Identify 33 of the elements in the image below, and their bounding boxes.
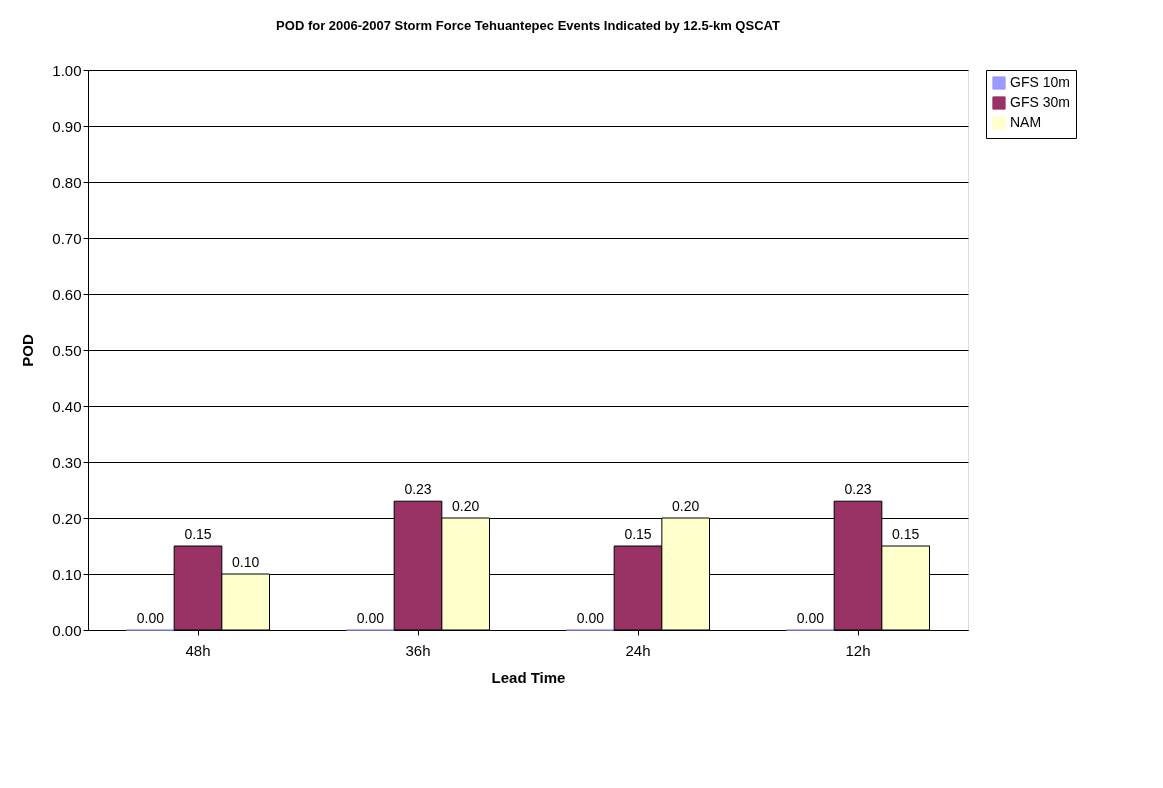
- y-tick-label: 0.10: [52, 565, 82, 583]
- y-tick-label: 0.00: [52, 621, 82, 639]
- data-label: 0.20: [672, 498, 700, 514]
- y-tick-label: 0.60: [52, 285, 82, 303]
- data-label: 0.23: [844, 481, 872, 498]
- chart-title: POD for 2006-2007 Storm Force Tehuantepec Events Indicated by 12.5-km QSCAT: [276, 18, 780, 33]
- data-label: 0.15: [184, 526, 212, 542]
- y-axis-title: POD: [19, 334, 37, 367]
- y-tick-label: 0.90: [52, 117, 82, 135]
- legend-label: GFS 10m: [1010, 74, 1070, 90]
- x-tick-label: 36h: [405, 641, 431, 659]
- x-tick-label: 24h: [625, 641, 651, 659]
- data-label: 0.00: [796, 610, 825, 626]
- legend-label: NAM: [1010, 114, 1042, 130]
- data-label: 0.00: [576, 610, 605, 626]
- y-tick-label: 1.00: [52, 61, 82, 79]
- x-tick-label: 12h: [845, 641, 871, 659]
- y-tick-label: 0.80: [52, 173, 82, 191]
- data-label: 0.15: [892, 526, 920, 542]
- y-tick-label: 0.40: [52, 397, 82, 415]
- y-tick-label: 0.70: [52, 229, 82, 247]
- data-label: 0.23: [404, 481, 432, 498]
- y-tick-label: 0.50: [52, 341, 82, 359]
- data-label: 0.00: [136, 610, 165, 626]
- y-tick-label: 0.30: [52, 453, 82, 471]
- x-tick-label: 48h: [185, 641, 211, 659]
- data-label: 0.15: [624, 526, 652, 542]
- data-label: 0.00: [356, 610, 385, 626]
- data-label: 0.10: [232, 554, 260, 570]
- x-axis-title: Lead Time: [491, 668, 566, 686]
- data-label: 0.20: [452, 498, 480, 514]
- y-tick-label: 0.20: [52, 509, 82, 527]
- legend-label: GFS 30m: [1010, 94, 1070, 110]
